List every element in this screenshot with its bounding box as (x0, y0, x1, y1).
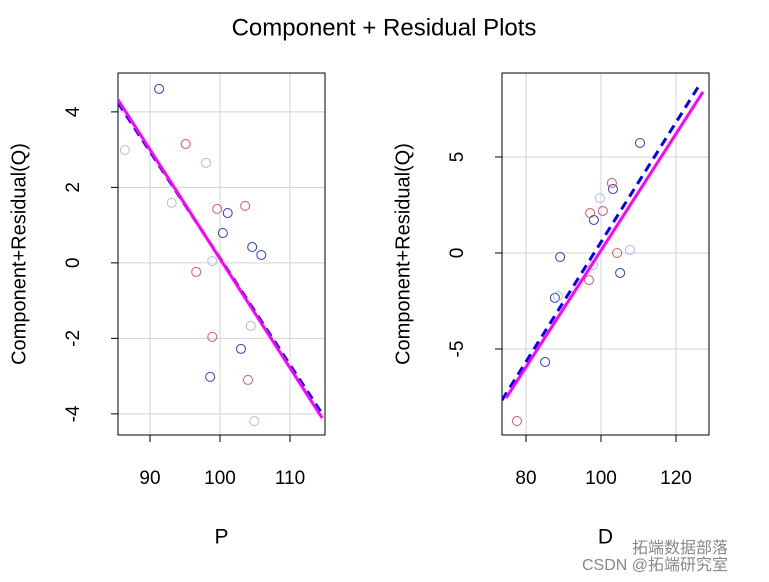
point (247, 242, 258, 253)
fit-line (504, 91, 705, 399)
point (585, 208, 596, 219)
y-tick-label: 0 (447, 248, 468, 259)
y-axis-label: Component+Residual(Q) (392, 143, 414, 365)
point (240, 200, 251, 211)
point (615, 267, 626, 278)
point (191, 266, 202, 277)
x-axis-label: P (214, 526, 228, 549)
point (555, 252, 566, 263)
point (635, 137, 645, 148)
x-tick-label: 120 (660, 468, 692, 489)
x-tick-label: 110 (275, 468, 305, 489)
point (606, 177, 617, 188)
y-tick-label: 2 (63, 182, 84, 193)
point (166, 197, 177, 208)
point (245, 320, 256, 331)
x-tick-label: 100 (585, 468, 617, 489)
y-tick-label: -5 (447, 341, 468, 358)
point (180, 138, 191, 149)
point (222, 208, 233, 219)
point (540, 357, 551, 368)
y-axis-label: Component+Residual(Q) (8, 143, 30, 365)
figure-title: Component + Residual Plots (232, 14, 537, 41)
point (624, 244, 635, 255)
watermark: CSDN @拓端研究室 (582, 556, 728, 574)
y-tick-label: 0 (63, 258, 84, 269)
point (207, 331, 218, 342)
fit-line (118, 98, 324, 419)
point (119, 145, 130, 156)
point (205, 371, 216, 382)
point (549, 292, 560, 303)
point (235, 343, 246, 354)
point (612, 247, 623, 258)
x-tick-label: 80 (515, 468, 536, 489)
y-tick-label: -4 (63, 405, 84, 422)
plot-frame (501, 72, 710, 436)
point (212, 203, 223, 214)
panel: 80 100 120 -5 0 5 D Component+Residual(Q) (392, 72, 710, 549)
point (594, 193, 605, 204)
point (217, 228, 228, 239)
point (256, 249, 267, 260)
point (588, 214, 599, 225)
point (552, 290, 563, 301)
point (512, 415, 522, 426)
point (242, 374, 253, 385)
point (597, 205, 608, 216)
point (249, 416, 260, 427)
fit-line (502, 83, 702, 401)
y-tick-label: 4 (63, 106, 84, 117)
x-tick-label: 90 (139, 468, 160, 489)
point (207, 255, 218, 266)
plot-frame (117, 72, 326, 436)
point (584, 275, 594, 286)
y-tick-label: -2 (63, 330, 84, 347)
point (608, 184, 618, 195)
panel: 90 100 110 -4 -2 0 2 4 P Component+Residual(Q) (8, 72, 326, 549)
point (154, 83, 165, 94)
x-tick-label: 100 (204, 468, 236, 489)
watermark: 拓端数据部落 (632, 539, 728, 557)
point (200, 157, 211, 168)
x-axis-label: D (598, 526, 613, 549)
y-tick-label: 5 (447, 152, 468, 163)
